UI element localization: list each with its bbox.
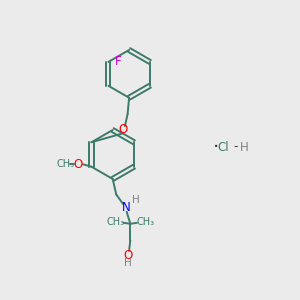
Text: Cl: Cl [217,140,229,154]
Text: CH₃: CH₃ [106,217,124,227]
Text: -: - [233,140,237,154]
Text: ·: · [213,137,219,157]
Text: CH₃: CH₃ [136,217,154,227]
Text: F: F [115,56,122,68]
Text: H: H [124,259,132,269]
Text: H: H [240,140,248,154]
Text: N: N [122,200,131,214]
Text: O: O [118,123,128,136]
Text: O: O [74,158,83,171]
Text: O: O [123,249,133,262]
Text: CH₃: CH₃ [56,159,75,169]
Text: H: H [132,195,140,205]
